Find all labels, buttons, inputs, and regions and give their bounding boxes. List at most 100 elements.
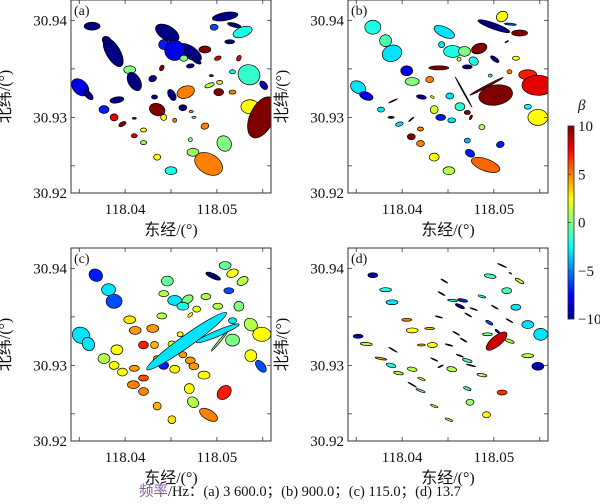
ellipse-mark xyxy=(216,385,232,400)
ellipse-mark xyxy=(428,65,450,71)
colorbar-tick-label: −10 xyxy=(578,312,600,328)
ellipse-mark xyxy=(214,55,222,61)
ellipse-mark xyxy=(101,283,116,297)
ellipse-mark xyxy=(469,307,478,311)
y-axis-title: 北纬/(°) xyxy=(273,318,291,372)
x-axis-title: 东经/(°) xyxy=(144,221,198,239)
ellipse-mark xyxy=(471,42,488,55)
y-tick-label: 30.92 xyxy=(33,186,67,202)
ellipse-mark xyxy=(501,287,512,295)
ellipse-mark xyxy=(471,156,501,173)
ellipse-mark xyxy=(236,276,249,286)
ellipse-layer xyxy=(71,11,271,176)
x-axis-title: 东经/(°) xyxy=(421,221,475,239)
ellipse-mark xyxy=(447,298,458,302)
y-tick-label: 30.94 xyxy=(310,13,344,29)
y-tick-label: 30.92 xyxy=(33,434,67,450)
ellipse-mark xyxy=(117,367,128,377)
y-axis-title: 北纬/(°) xyxy=(0,70,14,124)
ellipse-mark xyxy=(465,363,477,368)
ellipse-mark xyxy=(433,25,455,39)
ellipse-mark xyxy=(482,332,493,337)
ellipse-layer xyxy=(350,10,548,175)
ellipse-mark xyxy=(213,88,224,96)
ellipse-mark xyxy=(438,41,445,48)
ellipse-mark xyxy=(176,331,184,338)
ellipse-mark xyxy=(225,333,240,347)
ellipse-mark xyxy=(360,342,373,346)
ellipse-mark xyxy=(504,338,515,344)
ellipse-mark xyxy=(478,124,486,130)
ellipse-mark xyxy=(428,152,440,162)
ellipse-mark xyxy=(236,55,242,62)
ellipse-mark xyxy=(506,69,513,75)
ellipse-mark xyxy=(485,320,494,326)
ellipse-mark xyxy=(223,287,235,295)
ellipse-mark xyxy=(415,388,426,393)
x-axis-title: 东经/(°) xyxy=(144,469,198,487)
ellipse-mark xyxy=(88,268,103,282)
colorbar-tick-label: 5 xyxy=(578,167,586,183)
x-tick-label: 118.05 xyxy=(197,202,238,218)
ellipse-mark xyxy=(101,35,112,46)
ellipse-mark xyxy=(109,113,119,122)
ellipse-mark xyxy=(496,140,505,149)
ellipse-mark xyxy=(152,401,162,411)
colorbar-title: β xyxy=(577,98,586,114)
ellipse-mark xyxy=(350,80,366,95)
y-tick-label: 30.93 xyxy=(33,358,67,374)
ellipse-mark xyxy=(98,105,110,114)
ellipse-mark xyxy=(204,82,215,89)
panel-label: (c) xyxy=(74,252,90,267)
ellipse-mark xyxy=(128,326,142,335)
ellipse-mark xyxy=(463,137,471,144)
ellipse-mark xyxy=(446,366,457,373)
ellipse-mark xyxy=(118,121,127,128)
ellipse-mark xyxy=(442,166,456,175)
ellipse-mark xyxy=(196,323,240,344)
ellipse-mark xyxy=(138,387,149,396)
ellipse-mark xyxy=(212,302,224,310)
ellipse-mark xyxy=(523,103,532,110)
ellipse-mark xyxy=(427,342,438,348)
figure-caption: 频率/Hz：(a) 3 600.0；(b) 900.0；(c) 115.0；(d… xyxy=(139,483,461,500)
ellipse-mark xyxy=(156,312,168,320)
ellipse-mark xyxy=(497,263,507,268)
ellipse-mark xyxy=(151,94,158,100)
ellipse-mark xyxy=(146,311,227,371)
caption-lead: 频率 xyxy=(139,483,168,500)
ellipse-mark xyxy=(178,104,188,112)
ellipse-mark xyxy=(477,294,487,299)
ellipse-mark xyxy=(83,21,101,31)
x-tick-label: 118.04 xyxy=(382,450,423,466)
ellipse-mark xyxy=(194,152,223,176)
ellipse-mark xyxy=(191,116,197,119)
ellipse-mark xyxy=(462,358,473,363)
ellipse-mark xyxy=(109,96,125,104)
ellipse-mark xyxy=(491,304,499,310)
ellipse-mark xyxy=(216,135,232,152)
ellipse-mark xyxy=(97,353,111,364)
ellipse-mark xyxy=(478,84,513,106)
y-axis-title: 北纬/(°) xyxy=(0,318,14,372)
ellipse-mark xyxy=(463,386,472,391)
ellipse-mark xyxy=(490,55,500,63)
ellipse-mark xyxy=(160,114,168,121)
ellipse-mark xyxy=(531,362,545,371)
ellipse-mark xyxy=(464,312,472,318)
ellipse-mark xyxy=(408,116,415,122)
ellipse-mark xyxy=(487,73,493,78)
ellipse-mark xyxy=(476,373,488,378)
ellipse-mark xyxy=(401,317,412,322)
ellipse-mark xyxy=(504,40,509,44)
ellipse-mark xyxy=(176,85,195,99)
y-tick-label: 30.92 xyxy=(310,434,344,450)
ellipse-mark xyxy=(367,272,379,279)
ellipse-mark xyxy=(198,45,212,54)
ellipse-mark xyxy=(374,356,388,361)
ellipse-mark xyxy=(158,290,169,297)
ellipse-mark xyxy=(232,25,253,39)
ellipse-mark xyxy=(364,19,382,35)
colorbar-tick-label: −5 xyxy=(578,264,594,280)
ellipse-mark xyxy=(148,75,157,83)
